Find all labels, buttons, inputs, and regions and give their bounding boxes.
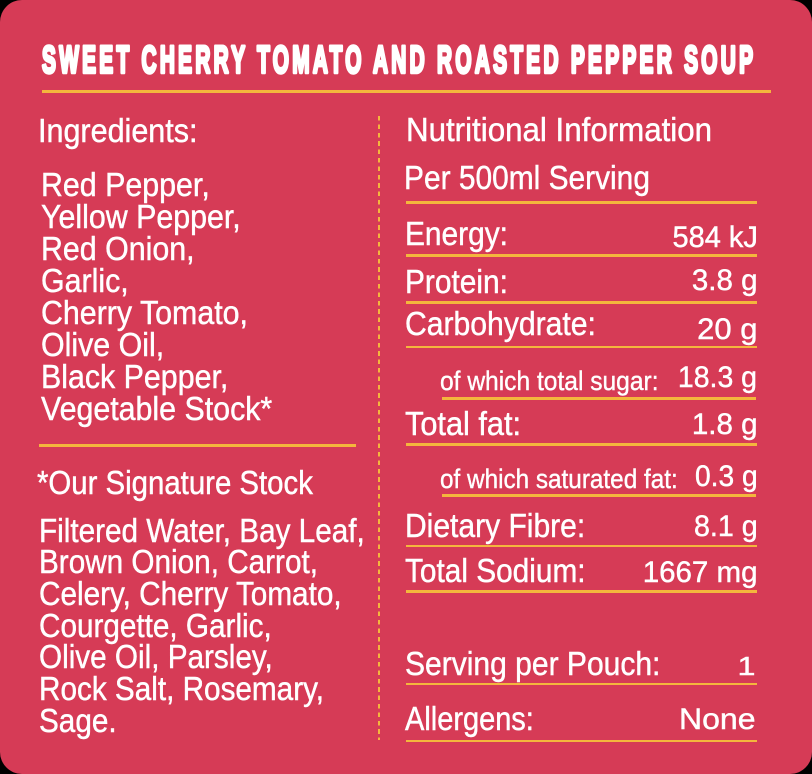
svg-text:SWEET CHERRY TOMATO AND ROASTE: SWEET CHERRY TOMATO AND ROASTED PEPPER S… [42, 39, 756, 81]
